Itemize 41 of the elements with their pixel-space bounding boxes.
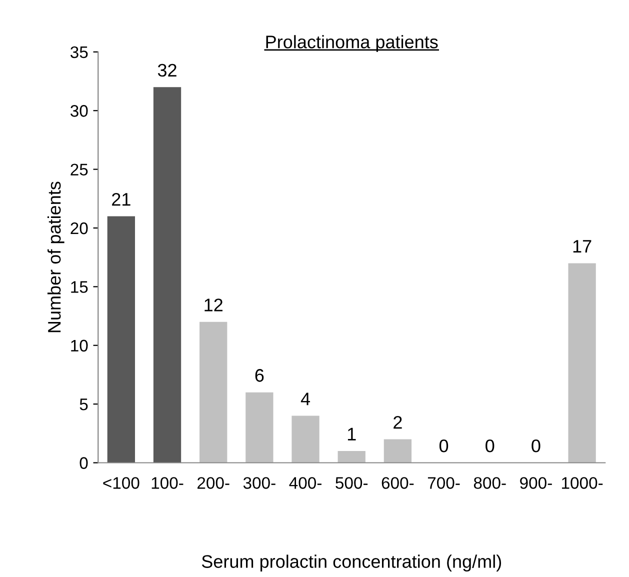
y-tick-label: 20 [70,222,88,234]
data-label: 21 [112,192,130,206]
data-label: 1 [348,428,356,440]
x-tick-label: <100 [103,477,140,489]
data-label: 0 [486,439,494,452]
y-tick-label: 0 [80,457,88,469]
y-tick-label: 35 [70,46,88,58]
data-label: 6 [255,369,264,382]
x-tick-label: 400- [289,477,322,489]
y-axis-title: Number of patients [47,182,64,332]
data-label: 0 [532,439,540,452]
bar [107,216,135,463]
bar [568,263,596,463]
data-label: 17 [573,240,592,253]
y-tick-label: 25 [70,164,88,176]
bar [338,451,366,463]
bar [200,322,228,463]
x-tick-label: 100- [152,477,184,489]
x-tick-label: 300- [243,477,276,489]
chart-title: Prolactinoma patients [266,35,438,52]
data-label: 4 [300,392,310,406]
data-label: 0 [439,439,448,452]
y-tick-label: 5 [80,398,88,410]
x-axis-title: Serum prolactin concentration (ng/ml) [202,554,502,572]
bar [384,439,412,463]
y-tick-label: 10 [71,340,88,352]
x-tick-label: 800- [474,477,506,489]
y-tick-label: 30 [70,105,88,117]
bar [246,392,274,463]
x-tick-label: 500- [336,477,368,489]
x-tick-label: 200- [198,477,230,489]
x-tick-label: 1000- [562,477,603,489]
x-tick-label: 900- [520,477,552,489]
data-label: 32 [158,64,176,77]
data-label: 12 [204,298,222,312]
x-tick-label: 700- [428,477,460,489]
x-tick-label: 600- [382,477,414,489]
data-label: 2 [394,416,402,429]
bar [153,87,182,463]
bar [292,416,320,463]
y-tick-label: 15 [71,281,88,293]
